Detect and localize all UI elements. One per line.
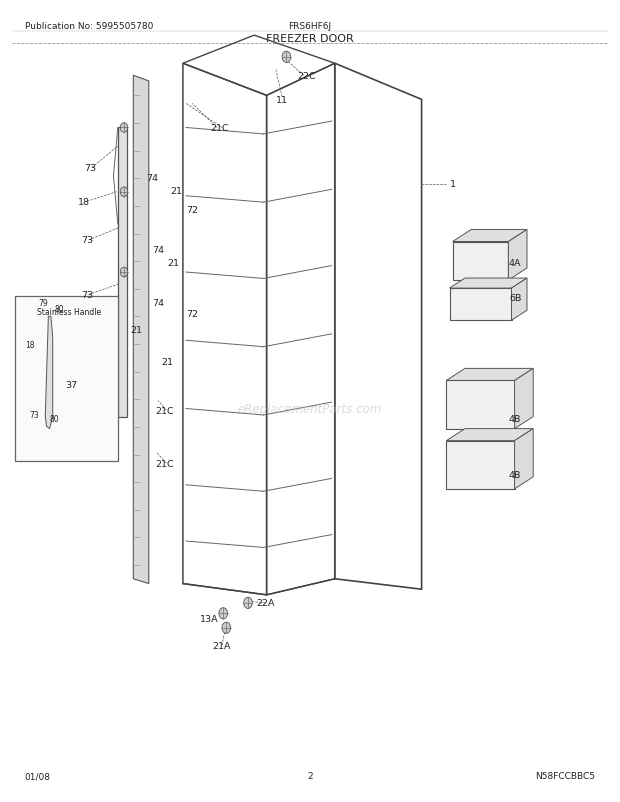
Text: 21: 21 bbox=[167, 258, 180, 268]
Text: 72: 72 bbox=[186, 310, 198, 319]
Polygon shape bbox=[453, 230, 527, 242]
Text: 01/08: 01/08 bbox=[25, 772, 51, 780]
Text: 4B: 4B bbox=[508, 414, 521, 423]
Polygon shape bbox=[515, 429, 533, 489]
Circle shape bbox=[282, 52, 291, 63]
Circle shape bbox=[244, 597, 252, 609]
Circle shape bbox=[222, 622, 231, 634]
Text: 21C: 21C bbox=[211, 124, 229, 133]
Polygon shape bbox=[508, 230, 527, 281]
Text: 79: 79 bbox=[38, 298, 48, 308]
Text: N58FCCBBC5: N58FCCBBC5 bbox=[535, 772, 595, 780]
Polygon shape bbox=[515, 369, 533, 429]
Text: FRS6HF6J: FRS6HF6J bbox=[288, 22, 332, 31]
Circle shape bbox=[120, 124, 128, 133]
Text: 6B: 6B bbox=[510, 294, 522, 303]
Text: 21C: 21C bbox=[155, 459, 174, 468]
Text: 21C: 21C bbox=[155, 406, 174, 415]
Text: 80: 80 bbox=[49, 415, 59, 424]
Text: 22A: 22A bbox=[256, 598, 275, 608]
Polygon shape bbox=[446, 381, 515, 429]
Text: 22C: 22C bbox=[298, 71, 316, 81]
Text: eReplacementParts.com: eReplacementParts.com bbox=[238, 403, 382, 415]
Text: 13A: 13A bbox=[200, 614, 219, 624]
Text: 21: 21 bbox=[170, 186, 183, 196]
Text: 11: 11 bbox=[276, 95, 288, 105]
Text: 37: 37 bbox=[65, 380, 78, 390]
Text: Publication No: 5995505780: Publication No: 5995505780 bbox=[25, 22, 153, 31]
Polygon shape bbox=[512, 279, 527, 321]
Polygon shape bbox=[450, 289, 512, 321]
Text: 4A: 4A bbox=[508, 258, 521, 268]
Circle shape bbox=[120, 268, 128, 277]
Text: 18: 18 bbox=[78, 197, 90, 207]
Text: Stainless Handle: Stainless Handle bbox=[37, 307, 101, 316]
Text: 2: 2 bbox=[307, 772, 313, 780]
FancyBboxPatch shape bbox=[16, 297, 118, 461]
Text: 74: 74 bbox=[152, 298, 164, 308]
Text: 73: 73 bbox=[81, 290, 93, 300]
Polygon shape bbox=[446, 441, 515, 489]
Circle shape bbox=[120, 188, 128, 197]
Text: 21A: 21A bbox=[213, 641, 231, 650]
Text: 74: 74 bbox=[146, 173, 158, 183]
Polygon shape bbox=[450, 279, 527, 289]
Polygon shape bbox=[133, 76, 149, 584]
Polygon shape bbox=[453, 242, 508, 281]
Polygon shape bbox=[446, 429, 533, 441]
Text: 73: 73 bbox=[29, 411, 39, 420]
Text: 73: 73 bbox=[81, 236, 93, 245]
Text: 21: 21 bbox=[161, 358, 174, 367]
Text: 72: 72 bbox=[186, 205, 198, 215]
Text: FREEZER DOOR: FREEZER DOOR bbox=[266, 34, 354, 43]
Polygon shape bbox=[446, 369, 533, 381]
Text: 80: 80 bbox=[54, 304, 64, 314]
Polygon shape bbox=[45, 317, 53, 429]
Text: 4B: 4B bbox=[508, 470, 521, 480]
Polygon shape bbox=[118, 128, 127, 417]
Text: 73: 73 bbox=[84, 164, 96, 173]
Text: 74: 74 bbox=[152, 245, 164, 255]
Text: 1: 1 bbox=[450, 180, 456, 189]
Text: 21: 21 bbox=[130, 326, 143, 335]
Text: 18: 18 bbox=[25, 340, 35, 350]
Circle shape bbox=[219, 608, 228, 619]
